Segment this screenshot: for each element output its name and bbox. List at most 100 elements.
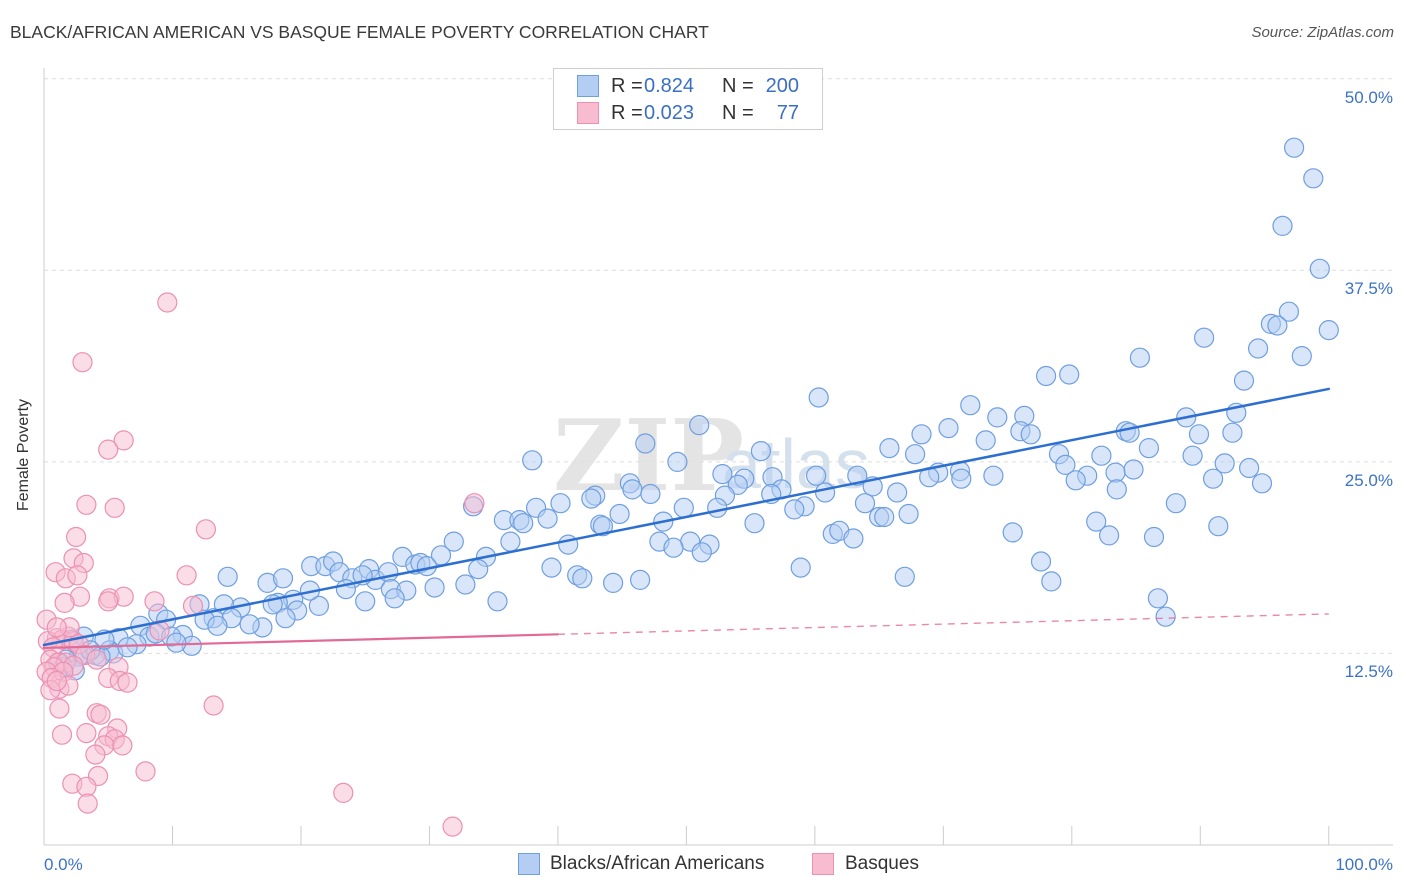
basque-point — [67, 565, 88, 586]
black-african-american-point — [272, 568, 294, 589]
black-african-american-point — [854, 493, 876, 514]
legend-basques-label: Basques — [845, 853, 919, 874]
black-african-american-point — [1105, 462, 1126, 483]
black-african-american-point — [424, 577, 445, 598]
basque-point — [90, 704, 111, 725]
black-african-american-point — [1303, 168, 1324, 189]
basques-trend-line-solid — [42, 633, 560, 650]
black-african-american-point — [1165, 493, 1187, 514]
basque-point — [46, 617, 67, 638]
trend-layer — [42, 387, 1331, 650]
black-african-american-point — [667, 451, 688, 472]
basque-point — [117, 672, 138, 693]
basque-point — [333, 782, 354, 804]
n-value: 77 — [776, 102, 799, 124]
basque-point — [113, 430, 134, 451]
basque-point — [135, 761, 156, 782]
black-african-american-point — [455, 574, 476, 595]
basque-point — [51, 724, 73, 745]
black-african-american-point — [750, 441, 772, 462]
black-african-american-point — [1222, 422, 1243, 443]
black-african-american-point — [1020, 424, 1041, 445]
basque-point — [86, 649, 107, 670]
y-tick-label-50: 50.0% — [1345, 88, 1393, 107]
black-african-american-point — [487, 591, 508, 612]
black-african-american-point — [1106, 479, 1127, 500]
black-african-american-point — [550, 493, 571, 514]
black-african-american-point — [609, 503, 630, 525]
basque-point — [104, 497, 125, 518]
basque-point — [76, 494, 97, 515]
black-african-american-point — [500, 531, 521, 552]
black-african-american-point — [1030, 551, 1052, 572]
black-african-american-point — [1155, 606, 1176, 627]
legend-blacks-swatch — [518, 853, 540, 875]
black-african-american-point — [1182, 445, 1203, 466]
basque-point — [65, 526, 87, 548]
y-tick-label-37-5: 37.5% — [1345, 279, 1393, 298]
basque-point — [76, 776, 97, 797]
black-african-american-point — [691, 542, 712, 563]
x-tick-label-0: 0.0% — [44, 855, 83, 874]
basque-point — [182, 595, 204, 617]
black-african-american-point — [1129, 347, 1151, 368]
black-african-american-point — [1059, 364, 1080, 385]
basque-point — [195, 519, 216, 540]
y-axis-title: Female Poverty — [15, 399, 32, 511]
black-african-american-point — [1138, 438, 1160, 459]
black-african-american-point — [1238, 457, 1260, 479]
watermark-atlas: atlas — [722, 425, 870, 503]
black-african-american-point — [635, 433, 656, 454]
black-african-american-point — [886, 482, 908, 503]
black-african-american-point — [874, 506, 895, 528]
black-african-american-point — [1091, 445, 1112, 466]
black-african-american-point — [1202, 468, 1224, 489]
basque-point — [98, 591, 119, 612]
black-african-american-point — [384, 588, 405, 609]
black-african-american-point — [898, 503, 919, 525]
black-african-american-point — [960, 395, 981, 416]
black-african-american-point — [805, 465, 827, 486]
black-african-american-point — [1214, 453, 1235, 474]
r-value: 0.023 — [644, 102, 695, 124]
black-african-american-point — [808, 387, 829, 408]
black-african-american-point — [911, 424, 932, 445]
chart-title: BLACK/AFRICAN AMERICAN VS BASQUE FEMALE … — [10, 22, 709, 42]
black-african-american-point — [1233, 370, 1255, 391]
black-african-american-point — [1188, 424, 1210, 445]
basque-point — [144, 591, 165, 612]
basque-point — [112, 735, 133, 756]
basque-point — [49, 698, 70, 719]
black-african-american-point — [1278, 301, 1300, 322]
basque-point — [464, 493, 485, 514]
r-value: 0.824 — [644, 75, 695, 97]
black-african-american-point — [541, 557, 562, 578]
black-african-american-point — [355, 591, 376, 612]
black-african-american-point — [217, 566, 238, 587]
black-african-american-point — [1309, 258, 1330, 279]
basque-point — [54, 592, 75, 614]
black-african-american-point — [847, 465, 868, 486]
source-credit: Source: ZipAtlas.com — [1251, 24, 1394, 41]
black-african-american-point — [744, 513, 765, 534]
blacks-trend-line — [42, 387, 1331, 647]
black-african-american-point — [1035, 365, 1057, 387]
basque-point — [157, 292, 178, 313]
correlation-legend: R = 0.824 N = 200 R = 0.023 N = 77 — [553, 68, 823, 130]
black-african-american-point — [814, 482, 836, 503]
black-african-american-point — [1267, 315, 1288, 336]
basque-point — [85, 744, 106, 765]
basques-trend-line-dashed — [557, 613, 1329, 636]
black-african-american-point — [938, 418, 959, 439]
black-african-american-point — [904, 444, 926, 465]
basque-point — [77, 793, 98, 814]
black-african-american-point — [1272, 215, 1293, 236]
x-tick-label-100: 100.0% — [1335, 855, 1393, 874]
n-label: N = — [722, 75, 754, 97]
black-african-american-point — [275, 608, 296, 629]
black-african-american-point — [975, 430, 996, 451]
black-african-american-point — [1251, 473, 1273, 494]
black-african-american-point — [1002, 522, 1023, 543]
basque-point — [46, 670, 67, 692]
legend-row-blacks: R = 0.824 N = 200 — [554, 73, 822, 99]
